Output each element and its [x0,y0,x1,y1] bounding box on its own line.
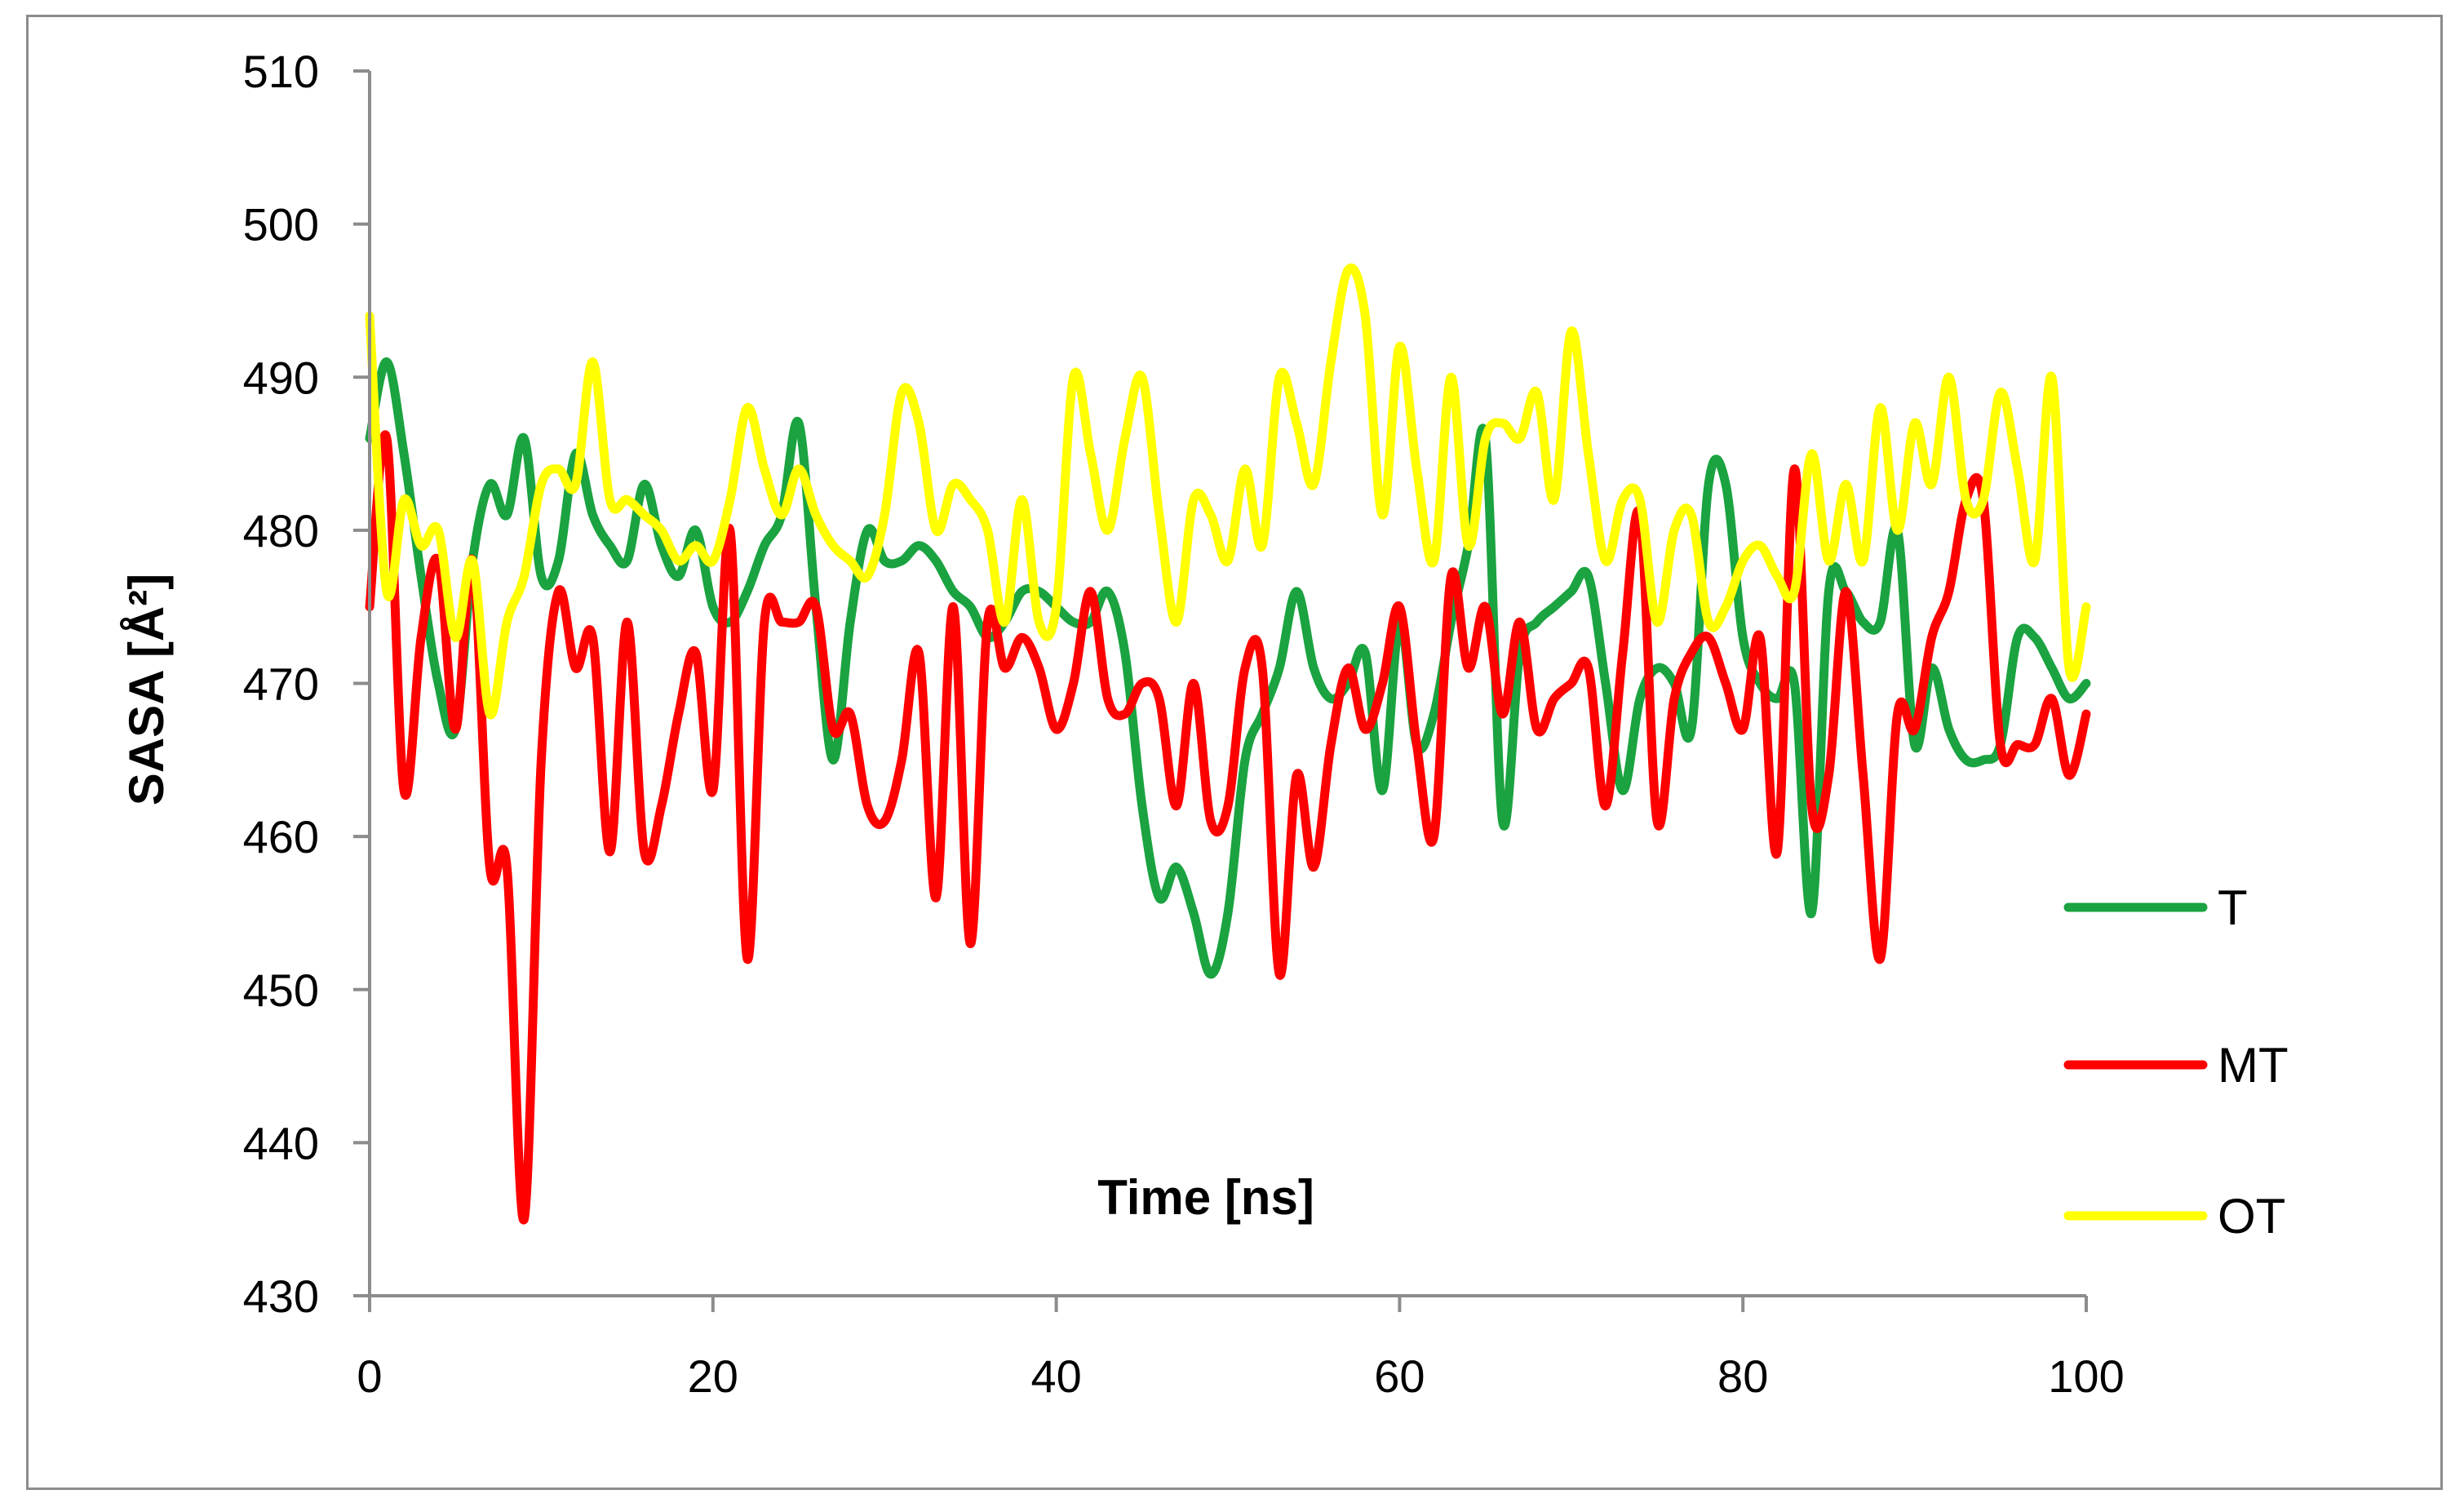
series-line-t [365,357,2091,979]
x-tick-label: 0 [357,1350,382,1402]
x-ticks: 0 20 40 60 80 100 [357,1296,2125,1402]
x-tick-label: 80 [1717,1350,1768,1402]
axes [368,71,2086,1297]
y-ticks: 430 440 450 460 470 480 490 500 510 [243,46,370,1322]
series-lines [365,263,2091,1225]
y-tick-label: 490 [243,352,319,403]
y-axis-title: SASA [Å²] [119,574,174,805]
y-tick-label: 500 [243,199,319,251]
x-tick-label: 20 [688,1350,738,1402]
y-tick-label: 460 [243,811,319,862]
x-tick-label: 100 [2048,1350,2124,1402]
legend-label-mt: MT [2218,1038,2289,1093]
legend-label-ot: OT [2218,1189,2285,1244]
y-tick-label: 440 [243,1117,319,1168]
x-axis-title: Time [ns] [1097,1170,1314,1225]
series-line-mt [365,430,2091,1225]
y-tick-label: 480 [243,505,319,556]
series-line-ot [365,263,2091,720]
legend: T MT OT [2063,880,2289,1244]
y-tick-label: 470 [243,658,319,710]
y-tick-label: 430 [243,1270,319,1322]
x-tick-label: 60 [1374,1350,1425,1402]
y-tick-label: 510 [243,46,319,97]
legend-label-t: T [2218,880,2248,935]
x-tick-label: 40 [1030,1350,1081,1402]
y-tick-label: 450 [243,964,319,1016]
